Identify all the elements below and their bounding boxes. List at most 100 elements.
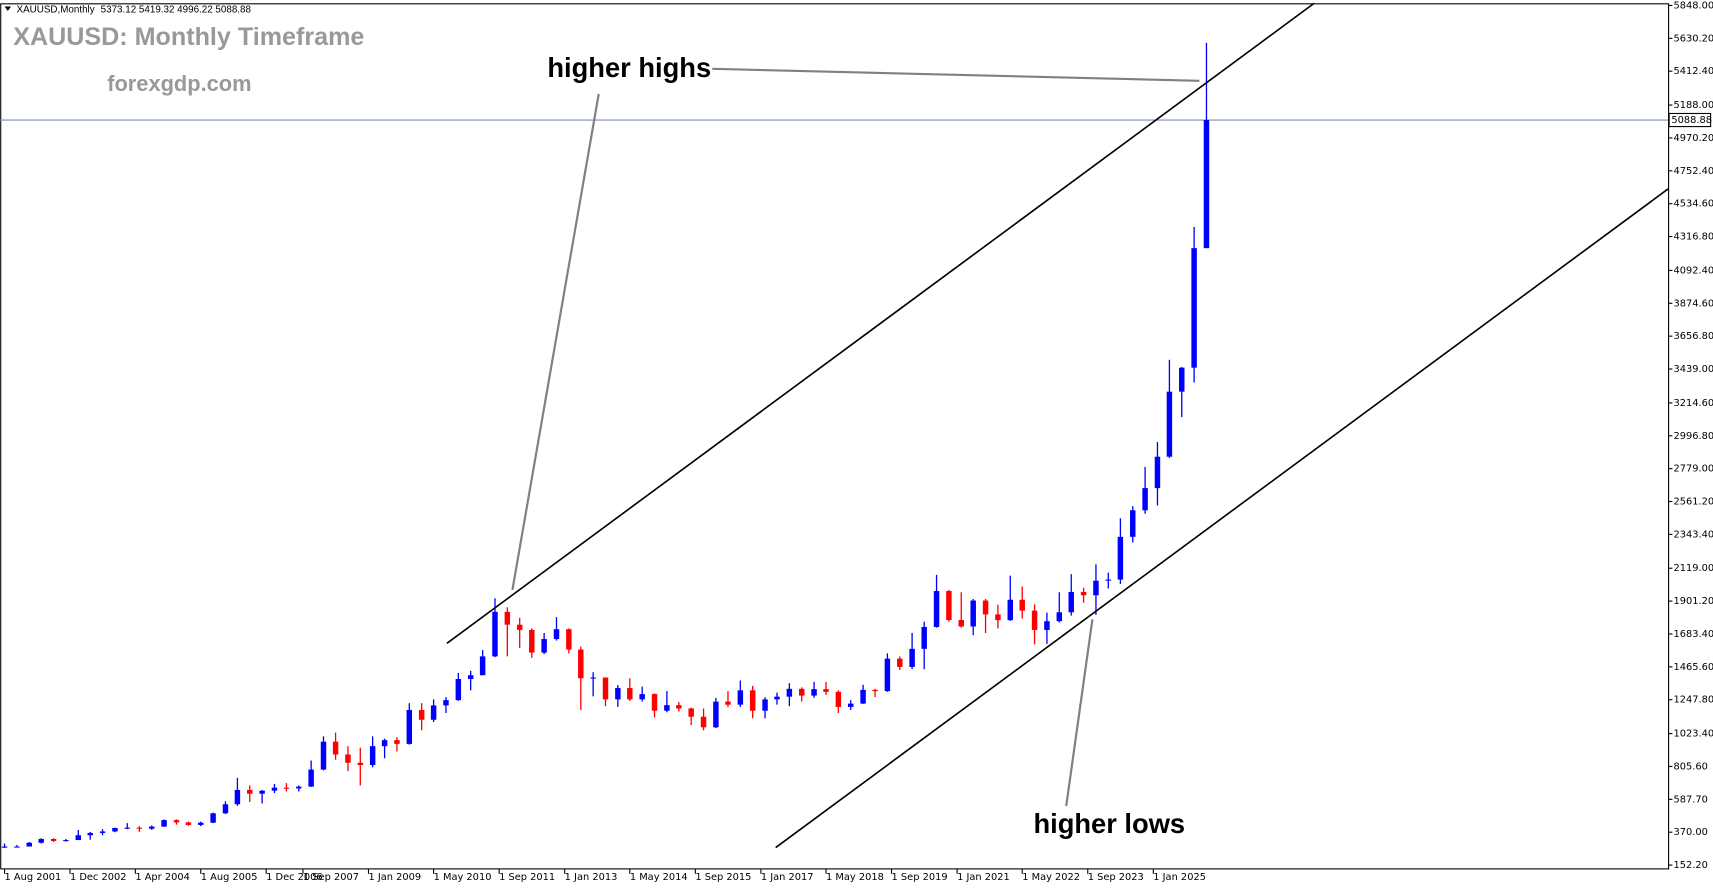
y-tick-label: 5630.20 [1674,33,1713,44]
y-tick-label: 1247.80 [1674,695,1713,706]
candle-body [1130,510,1136,537]
x-tick-label: 1 May 2018 [826,872,884,883]
candle-body [835,691,842,707]
candle-body [1080,591,1087,596]
y-tick-label: 4970.20 [1674,133,1713,144]
candle-body [271,787,278,791]
y-tick-label: 4316.80 [1674,232,1713,243]
candle-body [713,701,719,728]
candle-body [676,705,682,709]
candle-body [185,822,192,825]
channel-lower [775,188,1669,849]
x-tick-label: 1 May 2010 [434,872,492,883]
candle-body [173,820,180,823]
candle-body [982,600,989,615]
candle-body [811,689,817,696]
candle-body [1166,391,1173,457]
price-label: 5088.88 [1671,115,1712,126]
candle-body [136,827,143,829]
y-tick-label: 2343.40 [1674,529,1713,540]
annotation-pointer [511,93,600,591]
x-tick-label: 1 Jan 2013 [565,872,618,883]
candle-body [897,658,903,667]
symbol: XAUUSD,Monthly [17,4,95,15]
y-tick-label: 5848.00 [1674,0,1713,11]
x-tick-label: 1 Sep 2007 [303,872,359,883]
candle-body [1142,488,1148,511]
candle-body [26,842,32,847]
candle-body [210,813,216,823]
x-tick-label: 1 Aug 2005 [201,872,258,883]
y-tick-label: 4752.40 [1674,166,1713,177]
y-tick-label: 2119.00 [1674,563,1713,574]
x-tick-label: 1 May 2022 [1022,872,1080,883]
candle-body [1007,599,1014,621]
candle-body [124,827,131,829]
x-tick-label: 1 Jan 2025 [1153,872,1206,883]
annotation-pointer [712,67,1200,82]
x-tick-label: 1 Sep 2011 [499,872,555,883]
candle-body [234,789,241,805]
plot-frame [0,3,1670,870]
candle-body [578,649,584,679]
candle-body [639,694,645,700]
annotation-pointer [1065,619,1094,807]
candle-body [1117,536,1124,580]
candle-body [455,679,462,701]
candle-body [651,694,658,711]
candle-body [381,740,388,747]
candle-body [970,600,976,627]
candle-body [664,705,670,711]
channel-upper [446,2,1315,644]
candle-body [615,688,621,700]
y-tick-label: 2779.00 [1674,464,1713,475]
candle-body [762,699,768,711]
x-tick-label: 1 Dec 2006 [266,872,323,883]
y-tick-label: 3214.60 [1674,398,1713,409]
candle-body [860,689,866,704]
candle-body [516,624,523,630]
candle-body [1068,591,1074,613]
y-tick-label: 5188.00 [1674,100,1713,111]
y-tick-label: 4092.40 [1674,265,1713,276]
candle-body [1056,612,1063,622]
ohlc-header: 5373.12 5419.32 4996.22 5088.88 [101,4,252,15]
y-tick-label: 370.00 [1674,827,1708,838]
candle-body [430,705,437,720]
annotation: higher highs [547,52,711,83]
candle-body [798,688,805,696]
candle-body [198,822,204,825]
y-tick-label: 2996.80 [1674,431,1713,442]
y-tick-label: 1465.60 [1674,662,1713,673]
x-tick-label: 1 Aug 2001 [5,872,62,883]
x-tick-label: 1 Sep 2015 [695,872,751,883]
candle-body [602,677,609,700]
price-label-box [1668,112,1712,128]
y-tick-label: 2561.20 [1674,497,1713,508]
y-tick-label: 1023.40 [1674,729,1713,740]
candle-body [553,629,560,640]
candle-body [1191,248,1197,368]
candle-body [1179,367,1185,392]
candle-body [259,790,265,794]
y-tick-label: 1683.40 [1674,629,1713,640]
candle-body [443,700,449,706]
y-tick-label: 152.20 [1674,860,1708,871]
candle-body [369,746,376,766]
candle-body [479,656,486,676]
candle-body [320,741,327,770]
candle-body [50,838,57,841]
candle-body [700,716,707,728]
annotation: higher lows [1033,808,1185,839]
candle-body [296,786,302,789]
candle-body [148,826,155,829]
symbol-icon [4,6,12,11]
candle-body [529,629,535,653]
candle-body [1203,120,1210,249]
candles [1,42,1210,849]
candle-body [946,591,952,621]
candle-body [933,591,940,627]
candle-body [99,831,106,833]
